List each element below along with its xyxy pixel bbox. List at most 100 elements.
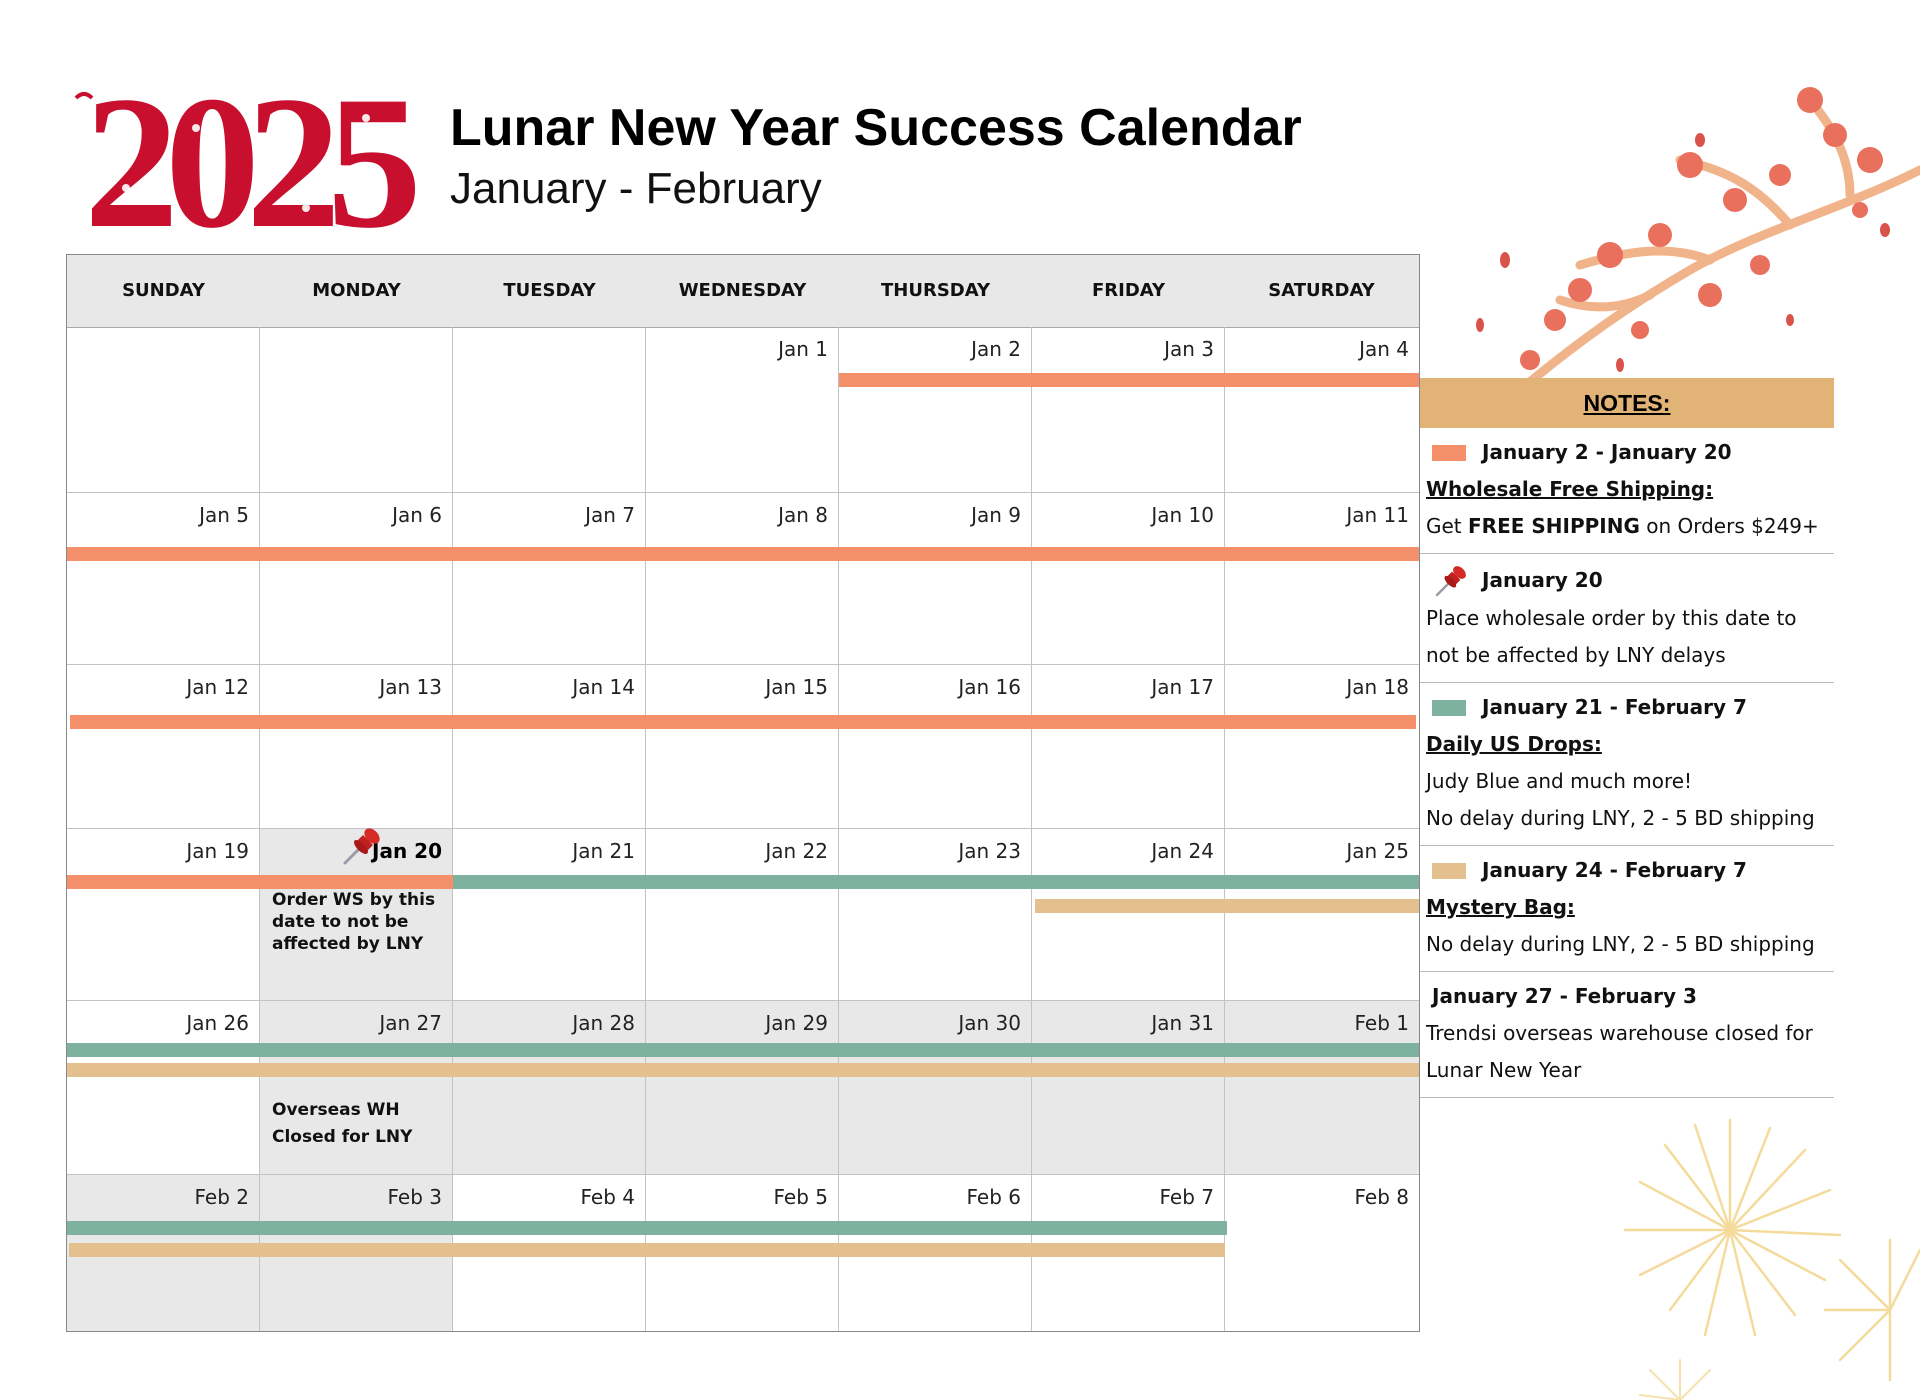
day-cell-warehouse-closed: Jan 28 (453, 1001, 646, 1175)
weekday-friday: FRIDAY (1091, 280, 1166, 301)
date-label: Feb 4 (580, 1185, 636, 1209)
date-label: Jan 7 (585, 503, 635, 527)
date-label: Jan 19 (186, 839, 249, 863)
year-2025-snake-logo: 2025 (74, 78, 426, 238)
day-cell: Jan 5 (67, 493, 260, 665)
note-date-range: January 2 - January 20 (1482, 440, 1732, 464)
note-warehouse-closed: January 27 - February 3 Trendsi overseas… (1420, 972, 1834, 1098)
date-label: Jan 21 (572, 839, 635, 863)
mystery-bag-bar (1035, 899, 1419, 913)
free-shipping-bar (67, 547, 1419, 561)
day-cell-warehouse-closed: Jan 29 (646, 1001, 839, 1175)
note-title: Daily US Drops: (1426, 732, 1602, 756)
free-shipping-bar (839, 373, 1419, 387)
weekday-sunday: SUNDAY (122, 280, 205, 301)
day-cell-empty (453, 327, 646, 493)
note-us-drops: January 21 - February 7 Daily US Drops: … (1420, 683, 1834, 846)
day-cell: Jan 25 (1225, 829, 1419, 1001)
day-cell-empty (260, 327, 453, 493)
day-cell: Jan 23 (839, 829, 1032, 1001)
mystery-bag-bar (69, 1243, 1225, 1257)
day-cell: Jan 15 (646, 665, 839, 829)
notes-heading: NOTES: (1420, 378, 1834, 428)
day-cell: Jan 17 (1032, 665, 1225, 829)
day-cell: Jan 19 (67, 829, 260, 1001)
day-cell: Jan 1 (646, 327, 839, 493)
date-label: Jan 24 (1151, 839, 1214, 863)
day-cell: Jan 13 (260, 665, 453, 829)
calendar-grid: SUNDAY MONDAY TUESDAY WEDNESDAY THURSDAY… (66, 254, 1420, 1332)
date-label: Jan 4 (1359, 337, 1409, 361)
us-drops-bar (453, 875, 1419, 889)
notes-panel: NOTES: January 2 - January 20 Wholesale … (1420, 378, 1834, 1098)
date-label: Jan 10 (1151, 503, 1214, 527)
date-label: Jan 9 (971, 503, 1021, 527)
date-label: Jan 16 (958, 675, 1021, 699)
date-label: Feb 7 (1159, 1185, 1215, 1209)
orange-legend-swatch (1432, 444, 1466, 461)
note-date-range: January 20 (1482, 567, 1603, 592)
note-text: Place wholesale order by this date to no… (1426, 606, 1797, 667)
fireworks-decoration (1623, 1118, 1920, 1400)
note-date-range: January 27 - February 3 (1432, 984, 1697, 1008)
date-label: Jan 20 (372, 839, 442, 863)
date-label: Jan 15 (765, 675, 828, 699)
note-mystery-bag: January 24 - February 7 Mystery Bag: No … (1420, 846, 1834, 972)
day-cell: Jan 11 (1225, 493, 1419, 665)
date-label: Jan 30 (958, 1011, 1021, 1035)
tan-legend-swatch (1432, 862, 1466, 879)
day-cell-warehouse-closed: Jan 31 (1032, 1001, 1225, 1175)
note-text: Trendsi overseas warehouse closed for Lu… (1426, 1021, 1813, 1082)
day-cell: Jan 21 (453, 829, 646, 1001)
note-text: No delay during LNY, 2 - 5 BD shipping (1426, 806, 1815, 830)
note-text: Judy Blue and much more! (1426, 769, 1693, 793)
date-label: Jan 8 (778, 503, 828, 527)
day-cell: Jan 4 (1225, 327, 1419, 493)
day-cell: Jan 2 (839, 327, 1032, 493)
warehouse-closed-note: Overseas WH Closed for LNY (272, 1100, 413, 1147)
date-label: Feb 3 (387, 1185, 443, 1209)
day-cell: Jan 10 (1032, 493, 1225, 665)
free-shipping-bar (67, 875, 453, 889)
day-cell: Jan 3 (1032, 327, 1225, 493)
day-cell: Feb 8 (1225, 1175, 1419, 1331)
date-label: Jan 3 (1164, 337, 1214, 361)
date-label: Feb 6 (966, 1185, 1022, 1209)
date-label: Jan 18 (1346, 675, 1409, 699)
date-label: Jan 6 (392, 503, 442, 527)
date-label: Jan 17 (1151, 675, 1214, 699)
day-cell: Jan 18 (1225, 665, 1419, 829)
day-cell-warehouse-closed: Feb 1 (1225, 1001, 1419, 1175)
date-label: Jan 2 (971, 337, 1021, 361)
us-drops-bar (67, 1043, 1419, 1057)
date-label: Jan 29 (765, 1011, 828, 1035)
us-drops-bar (67, 1221, 1227, 1235)
day-cell: Jan 8 (646, 493, 839, 665)
day-cell-empty (67, 327, 260, 493)
date-label: Jan 5 (199, 503, 249, 527)
note-title: Wholesale Free Shipping: (1426, 477, 1714, 501)
order-deadline-note: Order WS by this date to not be affected… (272, 890, 436, 954)
weekday-monday: MONDAY (312, 280, 401, 301)
day-cell: Jan 24 (1032, 829, 1225, 1001)
day-cell-warehouse-closed: Jan 30 (839, 1001, 1032, 1175)
day-cell-order-deadline: Jan 20 Order WS by this date to not be a… (260, 829, 453, 1001)
day-cell: Jan 12 (67, 665, 260, 829)
date-label: Jan 25 (1346, 839, 1409, 863)
logo-year-text: 2025 (84, 78, 416, 238)
page-subtitle: January - February (450, 164, 822, 213)
weekday-tuesday: TUESDAY (503, 280, 596, 301)
note-text: No delay during LNY, 2 - 5 BD shipping (1426, 932, 1815, 956)
free-shipping-bar (70, 715, 1416, 729)
teal-legend-swatch (1432, 699, 1466, 716)
date-label: Feb 8 (1354, 1185, 1410, 1209)
note-text: Get FREE SHIPPING on Orders $249+ (1426, 514, 1819, 538)
weekday-saturday: SATURDAY (1268, 280, 1375, 301)
day-cell-warehouse-closed: Jan 27 Overseas WH Closed for LNY (260, 1001, 453, 1175)
date-label: Feb 2 (194, 1185, 250, 1209)
date-label: Feb 1 (1354, 1011, 1410, 1035)
note-free-shipping: January 2 - January 20 Wholesale Free Sh… (1420, 428, 1834, 554)
pushpin-icon (343, 828, 380, 865)
day-cell: Jan 9 (839, 493, 1032, 665)
date-label: Feb 5 (773, 1185, 829, 1209)
